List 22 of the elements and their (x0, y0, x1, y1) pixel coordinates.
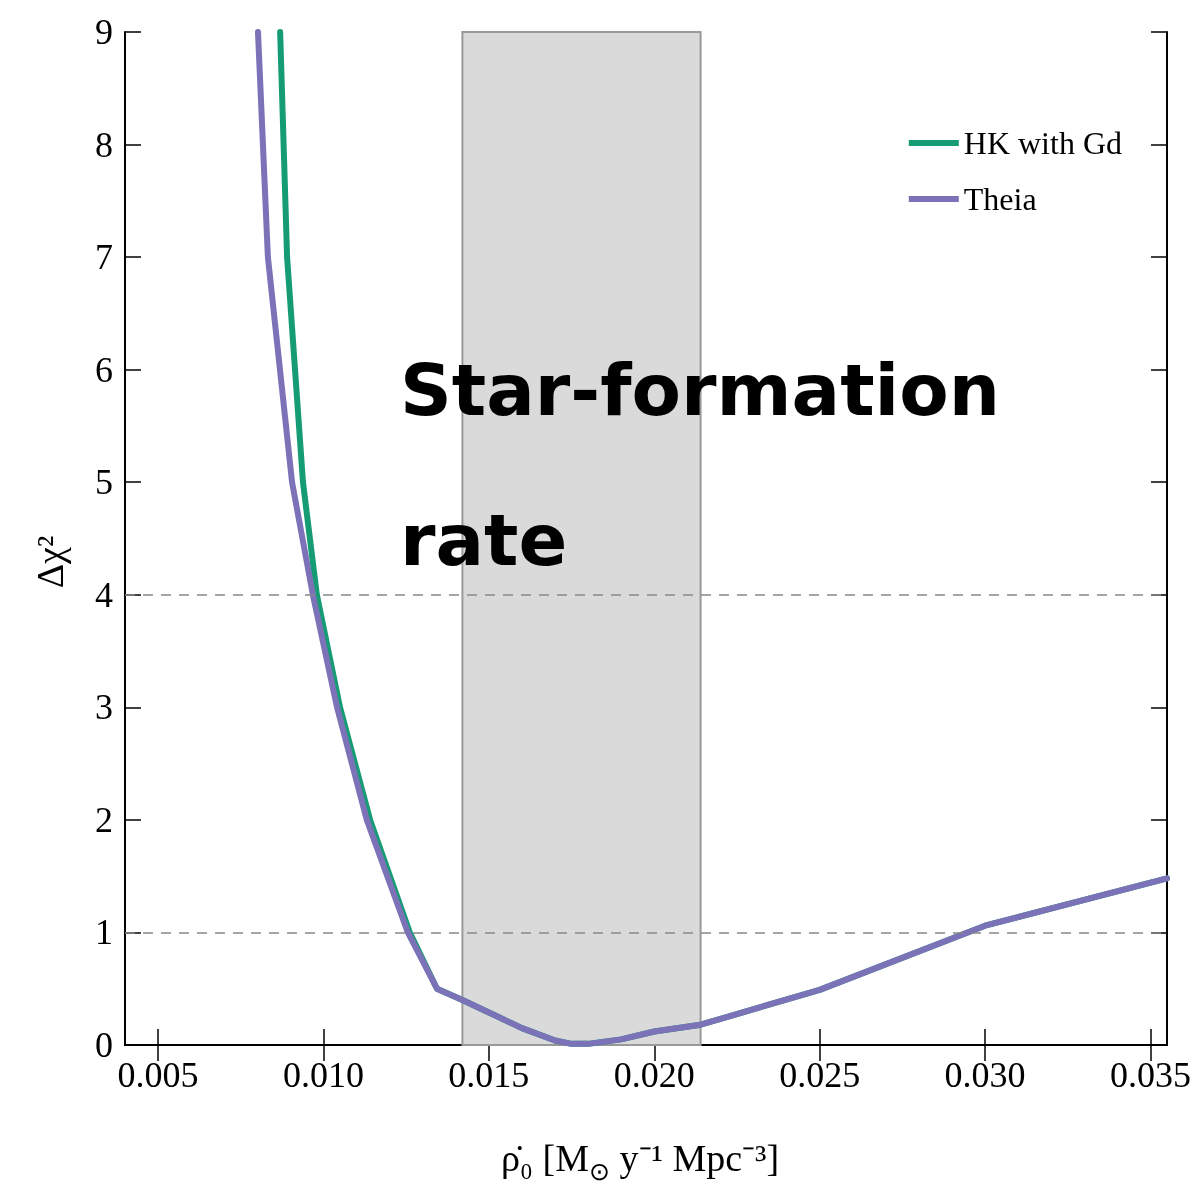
x-axis-title: ρ̇₀ [M$_{⊙}$ y⁻¹ Mpc⁻³] (499, 1136, 781, 1186)
y-tick-label: 6 (95, 349, 113, 390)
y-tick-label: 3 (95, 687, 113, 728)
y-tick-label: 2 (95, 799, 113, 840)
x-tick-label: 0.035 (1109, 1055, 1191, 1095)
y-tick-label: 9 (95, 12, 113, 52)
annotation: Star-formation rate (400, 348, 1026, 582)
y-tick-label: 4 (95, 574, 113, 615)
x-tick-label: 0.020 (613, 1055, 695, 1095)
legend-label: HK with Gd (963, 125, 1122, 161)
x-tick-label: 0.025 (779, 1055, 861, 1095)
y-axis-title: Δχ² (28, 534, 72, 591)
x-tick-label: 0.015 (448, 1055, 530, 1095)
x-tick-label: 0.005 (117, 1055, 199, 1095)
legend-label: Theia (963, 181, 1037, 217)
y-tick-label: 1 (95, 912, 113, 953)
x-tick-label: 0.030 (944, 1055, 1026, 1095)
y-tick-label: 5 (95, 462, 113, 503)
x-tick-label: 0.010 (282, 1055, 364, 1095)
y-tick-label: 7 (95, 237, 113, 278)
y-tick-label: 8 (95, 124, 113, 165)
y-tick-label: 0 (95, 1025, 113, 1065)
